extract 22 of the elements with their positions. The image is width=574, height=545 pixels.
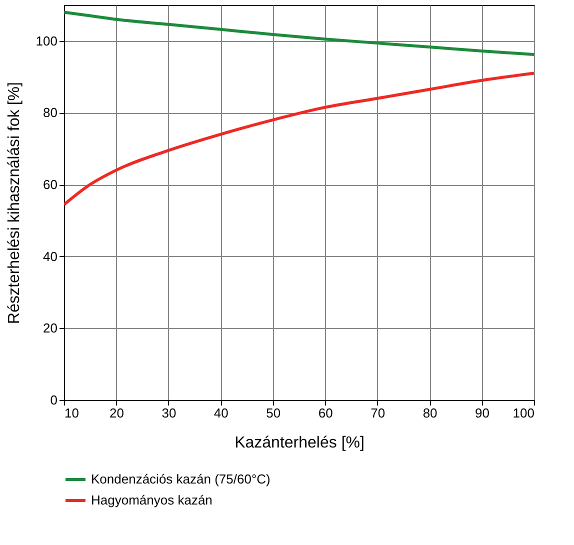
y-tick-label: 0 (50, 392, 58, 408)
y-tick-label: 100 (36, 33, 58, 48)
x-tick-label: 100 (512, 406, 534, 420)
legend-label: Hagyományos kazán (91, 492, 212, 508)
x-axis-title: Kazánterhelés [%] (234, 434, 364, 452)
x-tick-label: 60 (318, 406, 333, 420)
y-tick-label: 40 (43, 248, 58, 264)
line-series (64, 72, 534, 206)
x-tick-label: 30 (162, 406, 176, 420)
x-tick-label: 40 (214, 406, 228, 420)
y-tick-label: 60 (43, 177, 58, 192)
legend-label: Kondenzációs kazán (75/60°C) (91, 472, 270, 486)
x-tick-label: 70 (370, 406, 386, 420)
x-tick-label: 10 (64, 406, 79, 420)
x-tick-label: 50 (266, 406, 281, 420)
line-series (64, 10, 534, 56)
x-tick-label: 20 (109, 406, 124, 420)
y-tick-label: 20 (43, 320, 58, 336)
y-axis-title: Részterhelési kihasználási fok [%] (6, 82, 23, 324)
y-tick-label: 80 (43, 105, 58, 120)
x-tick-label: 90 (475, 406, 490, 420)
x-tick-label: 80 (422, 406, 438, 420)
